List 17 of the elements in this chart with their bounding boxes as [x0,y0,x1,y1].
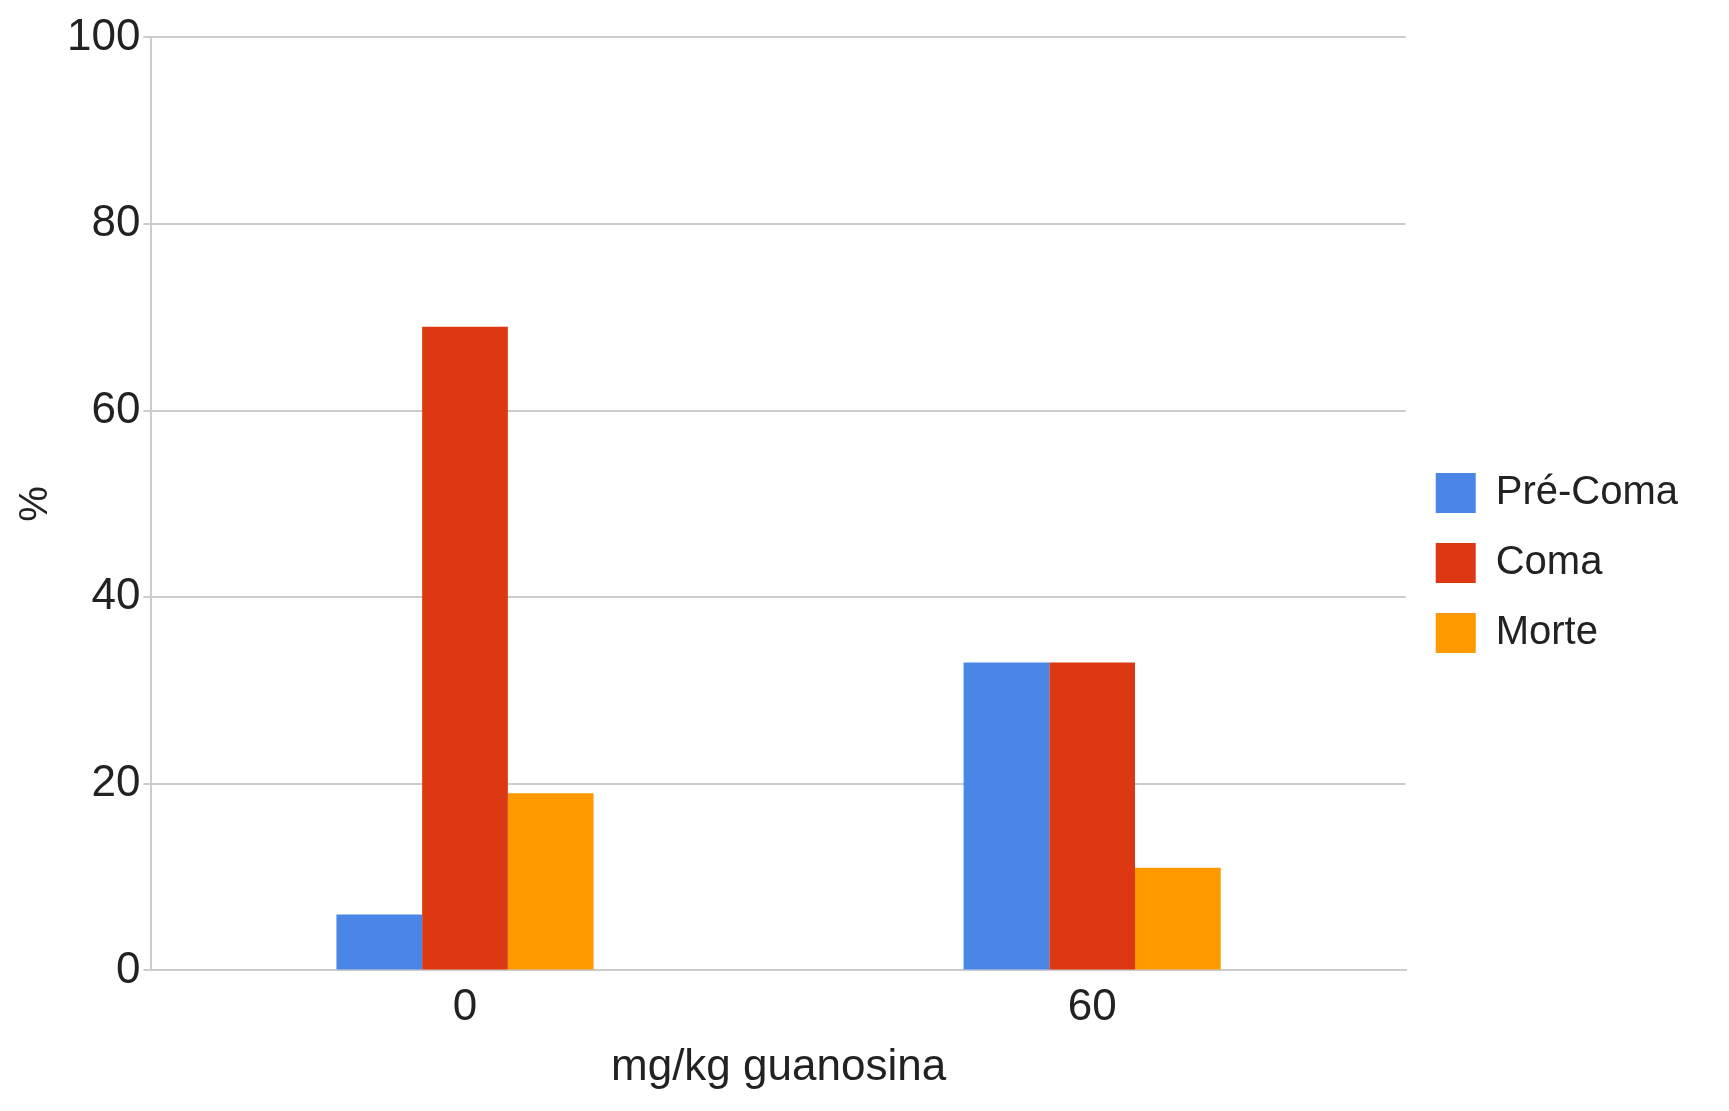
y-axis-title: % [11,486,56,522]
legend-label: Pré-Coma [1495,468,1679,513]
legend-label: Coma [1495,538,1604,583]
bar [1135,867,1221,970]
y-tick-label: 20 [91,755,141,805]
y-tick-label: 40 [91,569,141,619]
y-tick-label: 60 [91,382,141,432]
y-tick-label: 100 [66,9,141,59]
bar [336,914,423,970]
bar [507,793,594,970]
y-tick-label: 0 [115,942,141,992]
bar [963,662,1050,970]
y-tick-label: 80 [91,196,141,246]
bar [1049,662,1136,970]
x-axis-title: mg/kg guanosina [611,1039,947,1089]
legend-label: Morte [1495,608,1598,653]
bar [422,326,508,970]
